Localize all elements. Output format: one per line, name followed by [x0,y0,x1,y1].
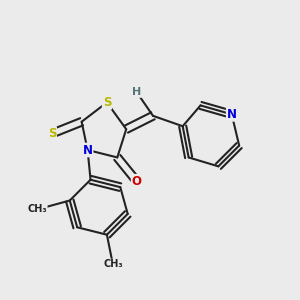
Text: S: S [103,96,111,109]
Text: CH₃: CH₃ [27,204,47,214]
Text: H: H [132,87,141,97]
Text: CH₃: CH₃ [103,260,123,269]
Text: N: N [227,108,237,121]
Text: O: O [132,175,142,188]
Text: N: N [82,143,93,157]
Text: S: S [48,127,56,140]
